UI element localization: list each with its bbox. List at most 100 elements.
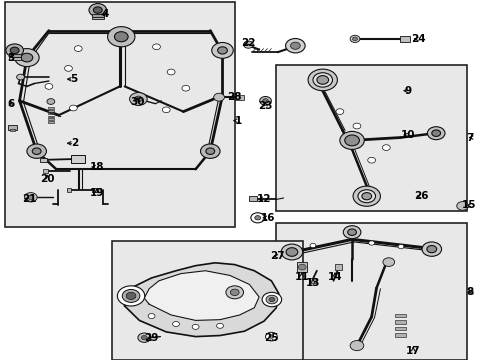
Circle shape bbox=[262, 99, 268, 103]
Text: 13: 13 bbox=[305, 278, 320, 288]
Circle shape bbox=[27, 144, 46, 158]
Circle shape bbox=[211, 42, 233, 58]
Bar bbox=[5, 2, 234, 227]
Text: 5: 5 bbox=[70, 74, 77, 84]
Bar bbox=[48, 110, 54, 112]
Circle shape bbox=[217, 47, 227, 54]
Circle shape bbox=[182, 85, 189, 91]
Circle shape bbox=[309, 243, 315, 248]
Circle shape bbox=[93, 7, 102, 13]
Bar bbox=[399, 36, 409, 42]
Circle shape bbox=[427, 127, 444, 140]
Circle shape bbox=[64, 66, 72, 71]
Circle shape bbox=[162, 107, 170, 113]
Bar bbox=[234, 95, 243, 100]
Circle shape bbox=[344, 135, 359, 146]
Polygon shape bbox=[144, 271, 259, 320]
Bar bbox=[92, 17, 103, 19]
Bar bbox=[9, 57, 20, 60]
Circle shape bbox=[431, 130, 440, 136]
Circle shape bbox=[192, 324, 199, 329]
Circle shape bbox=[250, 213, 264, 223]
Text: 12: 12 bbox=[256, 194, 271, 204]
Circle shape bbox=[265, 332, 277, 341]
Bar bbox=[48, 113, 54, 114]
Bar bbox=[334, 264, 341, 270]
Text: 1: 1 bbox=[234, 116, 241, 126]
Bar bbox=[40, 158, 47, 162]
Circle shape bbox=[352, 37, 357, 41]
Circle shape bbox=[456, 202, 468, 210]
Circle shape bbox=[312, 73, 332, 87]
Circle shape bbox=[126, 292, 136, 300]
Circle shape bbox=[28, 195, 34, 199]
Bar bbox=[249, 196, 257, 201]
Circle shape bbox=[17, 74, 24, 80]
Circle shape bbox=[152, 44, 160, 50]
Circle shape bbox=[45, 84, 53, 89]
Circle shape bbox=[129, 93, 147, 105]
Circle shape bbox=[298, 264, 305, 270]
Circle shape bbox=[107, 27, 135, 47]
Circle shape bbox=[367, 157, 375, 163]
Circle shape bbox=[285, 39, 305, 53]
Circle shape bbox=[281, 244, 302, 260]
Circle shape bbox=[122, 289, 140, 302]
Text: 22: 22 bbox=[241, 38, 255, 48]
Text: 10: 10 bbox=[400, 130, 415, 140]
Circle shape bbox=[421, 242, 441, 256]
Text: 14: 14 bbox=[327, 272, 342, 282]
Bar bbox=[48, 118, 54, 120]
Text: 7: 7 bbox=[466, 132, 473, 143]
Circle shape bbox=[243, 41, 253, 48]
Text: 24: 24 bbox=[410, 34, 425, 44]
Bar bbox=[112, 241, 303, 360]
Circle shape bbox=[265, 295, 277, 304]
Circle shape bbox=[339, 131, 364, 149]
Bar bbox=[43, 169, 48, 173]
Circle shape bbox=[290, 42, 300, 49]
Circle shape bbox=[285, 248, 297, 256]
Circle shape bbox=[213, 93, 224, 101]
Circle shape bbox=[268, 297, 274, 302]
Circle shape bbox=[361, 193, 371, 200]
Text: 18: 18 bbox=[89, 162, 104, 172]
Circle shape bbox=[32, 148, 41, 154]
Text: 30: 30 bbox=[130, 96, 145, 107]
Circle shape bbox=[357, 190, 375, 203]
Bar bbox=[276, 65, 466, 211]
Text: 2: 2 bbox=[71, 138, 78, 148]
Bar bbox=[48, 121, 54, 123]
Circle shape bbox=[10, 47, 19, 54]
Circle shape bbox=[148, 314, 155, 319]
Text: 8: 8 bbox=[466, 287, 473, 297]
Text: 25: 25 bbox=[264, 333, 278, 343]
Text: 11: 11 bbox=[294, 272, 308, 282]
Circle shape bbox=[114, 32, 128, 42]
Circle shape bbox=[225, 286, 243, 299]
Circle shape bbox=[138, 333, 150, 342]
Bar bbox=[48, 116, 54, 117]
Bar bbox=[92, 14, 103, 17]
Circle shape bbox=[316, 76, 328, 84]
Circle shape bbox=[426, 246, 436, 253]
Circle shape bbox=[259, 96, 271, 105]
Text: 16: 16 bbox=[260, 213, 275, 223]
Bar bbox=[9, 54, 20, 57]
Circle shape bbox=[349, 35, 359, 42]
Circle shape bbox=[307, 69, 337, 91]
Text: 27: 27 bbox=[270, 251, 285, 261]
Circle shape bbox=[352, 123, 360, 129]
Circle shape bbox=[343, 226, 360, 239]
Bar bbox=[8, 125, 17, 130]
Circle shape bbox=[134, 96, 142, 102]
Circle shape bbox=[21, 53, 33, 62]
Text: 17: 17 bbox=[405, 346, 420, 356]
Circle shape bbox=[47, 99, 55, 104]
Circle shape bbox=[262, 292, 281, 307]
Text: 19: 19 bbox=[89, 188, 104, 198]
Circle shape bbox=[352, 186, 380, 206]
Text: 3: 3 bbox=[7, 53, 14, 63]
Circle shape bbox=[268, 335, 273, 338]
Polygon shape bbox=[123, 263, 278, 337]
